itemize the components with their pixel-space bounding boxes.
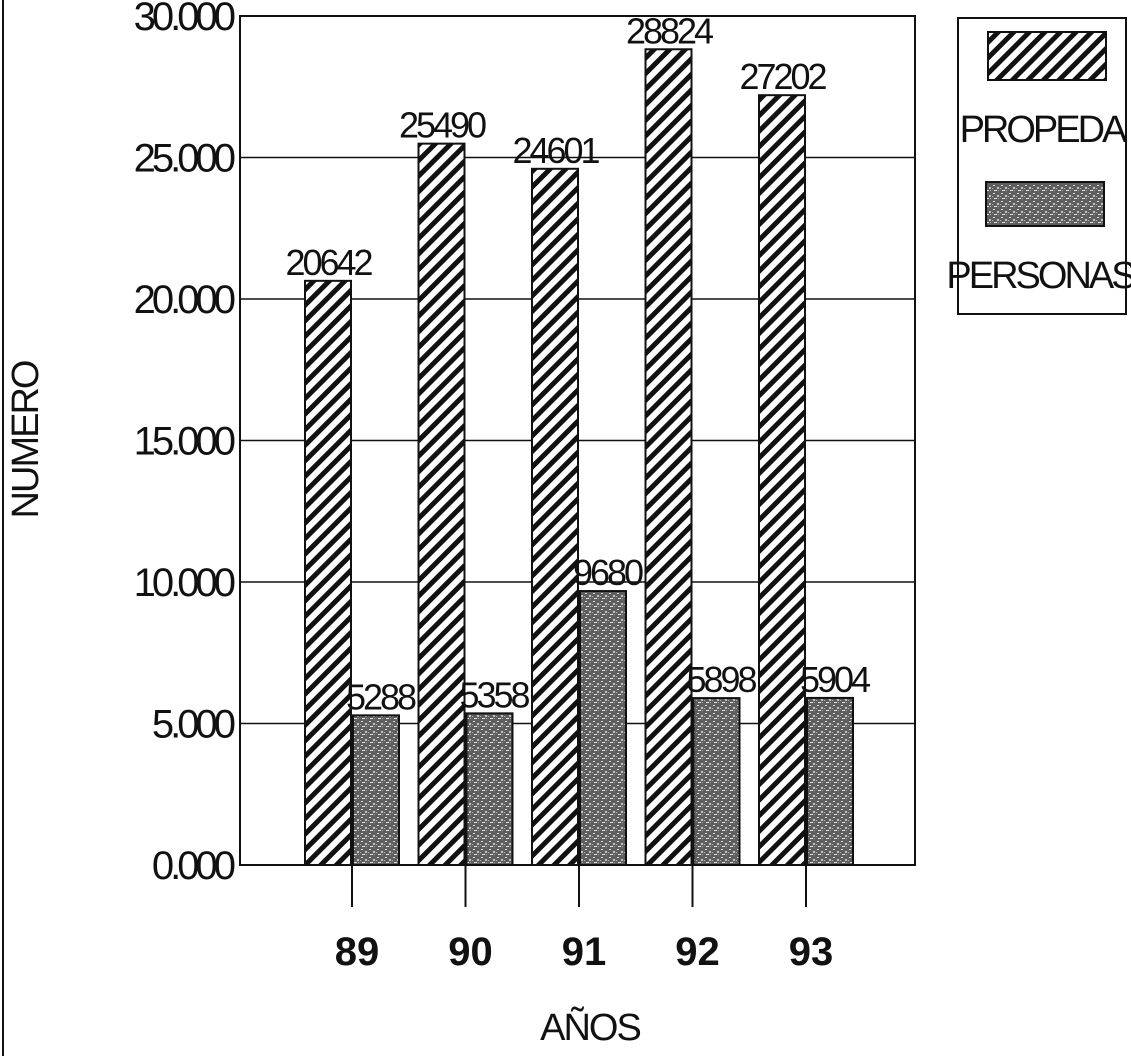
y-tick-label: 20.000 (134, 278, 235, 322)
plot-frame (239, 15, 916, 866)
bars (304, 48, 854, 867)
x-axis-title: AÑOS (540, 1006, 640, 1049)
x-tick-label: 92 (675, 930, 720, 974)
y-axis-ticks: 0.000 5.000 10.000 15.000 20.000 25.000 30.000 (134, 0, 239, 888)
data-label-propeda-92: 28824 (626, 10, 713, 51)
bar-personas-93 (806, 696, 854, 867)
y-tick-label: 25.000 (134, 137, 235, 181)
y-tick-label: 5.000 (152, 703, 235, 747)
bar-personas-92 (692, 697, 741, 867)
x-axis-ticks: 89 90 91 92 93 (335, 865, 834, 974)
data-label-personas-92: 5898 (686, 659, 756, 700)
legend-label-propeda: PROPEDA (960, 109, 1128, 151)
data-label-personas-91: 9680 (573, 552, 643, 593)
bar-propeda-93 (758, 94, 806, 866)
bar-propeda-90 (417, 142, 466, 866)
bar-propeda-89 (304, 279, 352, 866)
legend-swatch-propeda (987, 31, 1107, 81)
x-tick-label: 91 (562, 930, 607, 974)
bar-personas-91 (579, 590, 627, 867)
y-axis-title: NUMERO (5, 361, 47, 518)
data-label-personas-93: 5904 (800, 659, 870, 700)
data-label-propeda-91: 24601 (512, 130, 599, 171)
bar-propeda-92 (644, 48, 693, 866)
legend: PROPEDA PERSONAS (946, 17, 1131, 315)
legend-swatch-personas (985, 181, 1105, 227)
x-tick-label: 93 (789, 930, 834, 974)
y-tick-label: 30.000 (134, 0, 235, 39)
bar-personas-90 (465, 712, 514, 866)
data-label-personas-89: 5288 (346, 676, 416, 717)
data-label-propeda-93: 27202 (739, 56, 826, 97)
data-label-propeda-89: 20642 (285, 242, 372, 283)
y-tick-label: 10.000 (134, 561, 235, 605)
bar-personas-89 (352, 714, 400, 867)
y-tick-label: 15.000 (134, 420, 235, 464)
data-label-personas-90: 5358 (459, 674, 529, 715)
data-labels: 20642 5288 25490 5358 24601 9680 28824 5898 2720… (285, 10, 873, 717)
bar-propeda-91 (531, 167, 579, 867)
y-tick-label: 0.000 (152, 844, 235, 888)
x-tick-label: 89 (335, 930, 380, 974)
legend-label-personas: PERSONAS (946, 255, 1131, 297)
x-tick-label: 90 (448, 930, 493, 974)
data-label-propeda-90: 25490 (399, 105, 486, 146)
